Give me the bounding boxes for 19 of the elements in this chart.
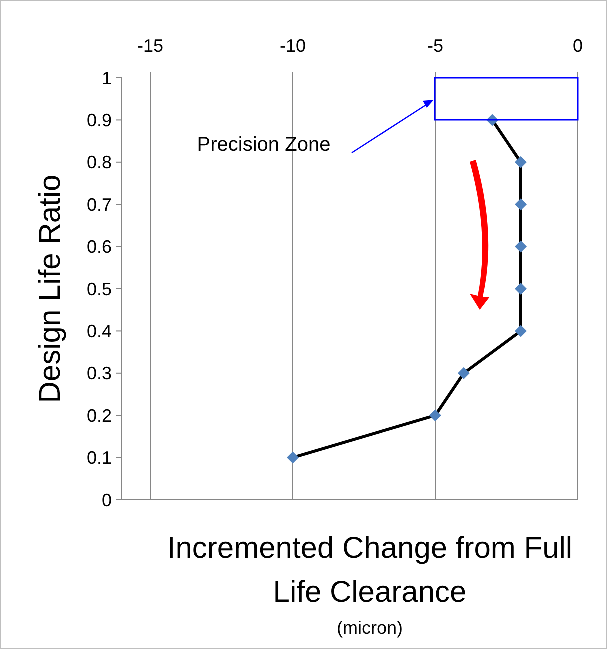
- y-tick-label: 0.6: [86, 237, 112, 258]
- x-tick-label: -5: [427, 36, 444, 56]
- x-tick-label: -10: [280, 36, 306, 56]
- text: (micron): [337, 618, 403, 638]
- annotation: Precision Zone: [197, 134, 331, 156]
- y-tick-label: 1: [102, 68, 112, 88]
- y-tick-label: 0.8: [86, 152, 112, 173]
- x-tick-label: -15: [137, 36, 164, 56]
- y-tick-label: 0.2: [86, 406, 112, 426]
- x-axis-title: Incremented Change from Full Life Clearance: [167, 532, 573, 609]
- y-tick-label: 0.5: [86, 279, 112, 300]
- y-tick-label: 0.7: [86, 194, 112, 215]
- y-tick-label: 0: [102, 490, 112, 510]
- x-tick-label: 0: [572, 36, 584, 56]
- y-axis-title: Design Life Ratio: [34, 174, 67, 404]
- y-tick-label: 0.3: [86, 364, 112, 384]
- y-tick-label: 0.4: [86, 322, 112, 342]
- y-tick-label: 0.9: [86, 110, 112, 130]
- y-tick-label: 0.1: [86, 448, 112, 468]
